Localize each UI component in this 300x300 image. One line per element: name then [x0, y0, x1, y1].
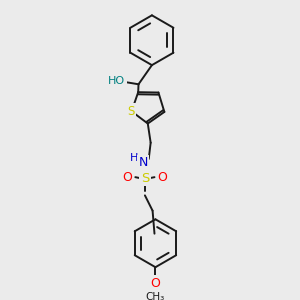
Text: N: N	[138, 156, 148, 169]
Text: H: H	[130, 153, 139, 163]
Text: S: S	[127, 105, 134, 118]
Text: O: O	[123, 171, 133, 184]
Text: O: O	[151, 277, 160, 290]
Text: CH₃: CH₃	[146, 292, 165, 300]
Text: S: S	[141, 172, 149, 184]
Text: O: O	[157, 171, 167, 184]
Text: HO: HO	[108, 76, 125, 86]
